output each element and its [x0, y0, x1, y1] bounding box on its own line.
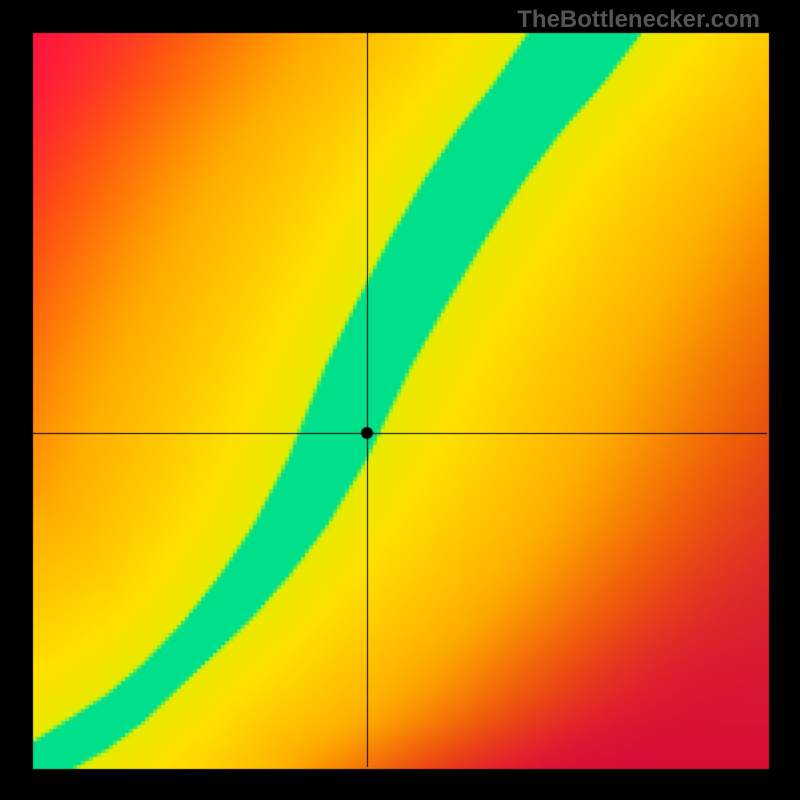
heatmap-canvas	[0, 0, 800, 800]
chart-frame: TheBottlenecker.com	[0, 0, 800, 800]
watermark-text: TheBottlenecker.com	[517, 6, 760, 34]
